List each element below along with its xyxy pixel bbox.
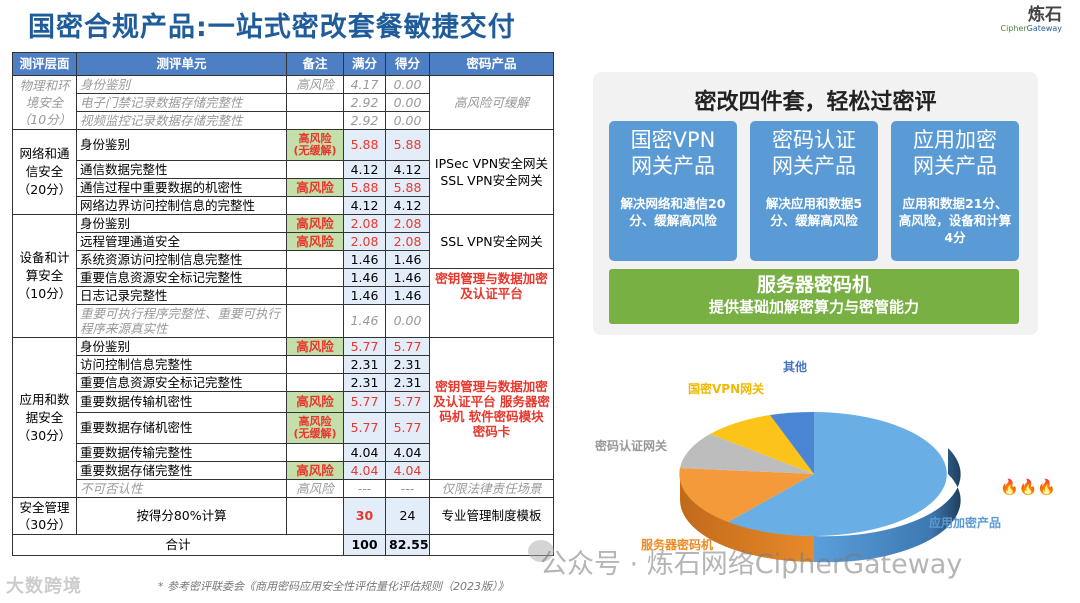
watermark-left: 大数跨境 (6, 576, 82, 597)
risk-badge: 高风险 (286, 337, 344, 356)
risk-badge: 高风险 (286, 391, 344, 413)
label-app: 应用加密产品 (929, 516, 1002, 530)
label-server: 服务器密码机 (641, 538, 714, 552)
table-row: 物理和环境安全（10分） 身份鉴别 高风险 4.17 0.00 高风险可缓解 (12, 75, 554, 130)
col-layer: 测评层面 (12, 52, 77, 76)
table-row: 重要信息资源安全标记完整性 2.31 2.31 (13, 373, 554, 392)
risk-badge: 高风险 (286, 178, 344, 197)
product-cell: 高风险可缓解 (429, 75, 554, 130)
table-row: 设备和计算安全（10分） 身份鉴别 高风险 2.08 2.08 SSL VPN安… (12, 214, 554, 338)
fire-icons: 🔥🔥🔥 (1000, 478, 1057, 496)
table-row: 应用和数据安全（30分） 身份鉴别 高风险 5.77 5.77 密钥管理与数据加… (12, 337, 554, 498)
table-row: 重要数据存储机密性 高风险 (无缓解) 5.77 5.77 (13, 412, 554, 444)
brand-logo: 炼石 CipherGateway (1000, 6, 1062, 34)
label-other: 其他 (783, 360, 808, 374)
table-row: 视频监控记录数据存储完整性 2.92 0.00 (13, 111, 554, 130)
layer-cell: 应用和数据安全（30分） (12, 337, 77, 498)
layer-cell: 设备和计算安全（10分） (12, 214, 77, 338)
col-full: 满分 (343, 52, 386, 76)
table-row: 重要可执行程序完整性、重要可执行程序来源真实性 1.46 0.00 (13, 304, 554, 338)
table-row: 网络和通信安全（20分） 身份鉴别 高风险 (无缓解) 5.88 5.88 IPS… (12, 129, 554, 215)
product-cell: SSL VPN安全网关 (429, 214, 554, 269)
slice-vpn-gateway (710, 415, 814, 474)
evaluation-table: 测评层面 测评单元 备注 满分 得分 密码产品 物理和环境安全（10分） 身份鉴… (12, 52, 554, 556)
product-cell: IPSec VPN安全网关 SSL VPN安全网关 (429, 129, 554, 215)
slice-auth-gateway (680, 434, 814, 474)
risk-badge: 高风险 (286, 461, 344, 480)
slice-app-encryption (728, 412, 947, 536)
product-cell: 专业管理制度模板 (429, 497, 554, 535)
table-row: 重要数据传输完整性 4.04 4.04 (13, 443, 554, 462)
col-product: 密码产品 (429, 52, 554, 76)
table-row: 不可否认性 高风险 --- --- 仅限法律责任场景 (13, 479, 554, 498)
card-app-encryption-gateway: 应用加密 网关产品 应用和数据21分、高风险，设备和计算4分 (891, 121, 1019, 261)
total-row: 合计 100 82.55 (12, 534, 554, 556)
pie-chart (679, 411, 961, 563)
panel-title: 密改四件套，轻松过密评 (694, 90, 937, 115)
table-row: 重要数据存储完整性 高风险 4.04 4.04 (13, 461, 554, 480)
layer-cell: 网络和通信安全（20分） (12, 129, 77, 215)
product-cell: 密钥管理与数据加密及认证平台 服务器密码机 软件密码模块 密码卡 (429, 337, 554, 480)
risk-badge: 高风险 (无缓解) (286, 412, 344, 444)
risk-badge: 高风险 (286, 214, 344, 233)
footnote: * 参考密评联委会《商用密码应用安全性评估量化评估规则（2023版）》 (158, 580, 509, 593)
logo-cn: 炼石 (1028, 5, 1062, 25)
slice-other (770, 411, 814, 474)
table-row: 安全管理（30分） 按得分80%计算 30 24 专业管理制度模板 (12, 497, 554, 535)
slice-server-crypto (679, 468, 814, 522)
risk-badge: 高风险 (286, 232, 344, 251)
risk-badge: 高风险 (无缓解) (286, 129, 344, 161)
label-vpn: 国密VPN网关 (688, 382, 765, 396)
table-row: 通信过程中重要数据的机密性 高风险 5.88 5.88 (13, 178, 554, 197)
wechat-icon (528, 540, 554, 562)
table-header: 测评层面 测评单元 备注 满分 得分 密码产品 (12, 52, 554, 76)
table-row: 远程管理通道安全 高风险 2.08 2.08 (13, 232, 554, 251)
layer-cell: 物理和环境安全（10分） (12, 75, 77, 130)
col-score: 得分 (385, 52, 430, 76)
table-row: 电子门禁记录数据存储完整性 2.92 0.00 (13, 93, 554, 112)
page-title: 国密合规产品:一站式密改套餐敏捷交付 (28, 12, 516, 43)
table-row: 重要信息资源安全标记完整性 1.46 1.46 密钥管理与数据加密及认证平台 (13, 268, 554, 338)
product-panel: 密改四件套，轻松过密评 国密VPN 网关产品 解决网络和通信20分、缓解高风险 密… (593, 72, 1038, 335)
watermark-right: 公众号 · 炼石网络CipherGateway (540, 549, 963, 580)
card-vpn-gateway: 国密VPN 网关产品 解决网络和通信20分、缓解高风险 (609, 121, 737, 261)
label-auth: 密码认证网关 (595, 439, 668, 453)
logo-en: CipherGateway (1000, 24, 1062, 33)
card-auth-gateway: 密码认证 网关产品 解决应用和数据5分、缓解高风险 (750, 121, 878, 261)
product-cell: 密钥管理与数据加密及认证平台 (429, 268, 554, 338)
col-unit: 测评单元 (76, 52, 287, 76)
col-note: 备注 (286, 52, 344, 76)
table-row: 重要数据传输机密性 高风险 5.77 5.77 (13, 391, 554, 413)
layer-cell: 安全管理（30分） (12, 497, 77, 535)
server-crypto-machine: 服务器密码机 提供基础加解密算力与密管能力 (609, 269, 1019, 324)
